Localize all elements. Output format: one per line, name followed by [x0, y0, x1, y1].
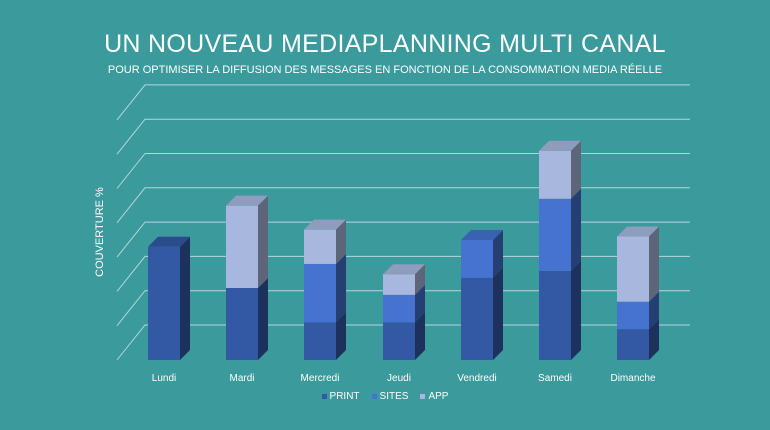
bar-side-sites: [571, 188, 581, 271]
gridline: [116, 255, 690, 292]
gridline: [116, 84, 690, 121]
legend-item-app: APP: [420, 391, 448, 402]
gridline: [116, 118, 690, 155]
bar-sites: [539, 198, 571, 271]
y-axis-label: COUVERTURE %: [94, 187, 106, 277]
bar-app: [539, 150, 571, 199]
bar-side-app: [649, 226, 659, 302]
x-tick-label: Samedi: [538, 373, 572, 384]
bar-side-sites: [493, 229, 503, 278]
gridline: [116, 153, 690, 189]
x-tick-label: Dimanche: [610, 373, 655, 384]
bar-top-face: [539, 140, 581, 151]
legend-swatch-sites: [371, 394, 377, 399]
bar-print: [383, 322, 415, 360]
x-tick-label: Vendredi: [457, 373, 496, 384]
bar-side-sites: [415, 284, 425, 323]
bar-print: [226, 287, 258, 360]
bar-side-app: [415, 264, 425, 295]
x-tick-label: Jeudi: [387, 373, 411, 384]
bar-print: [148, 246, 180, 360]
bar-side-app: [571, 140, 581, 199]
bar-app: [226, 205, 258, 288]
bar-side-print: [649, 319, 659, 360]
bar-side-app: [258, 195, 268, 288]
bar-side-print: [415, 312, 425, 360]
bar-side-print: [258, 277, 268, 360]
bar-top-face: [148, 236, 190, 247]
legend-item-print: PRINT: [321, 391, 360, 402]
bar-top-face: [304, 219, 346, 230]
bar-side-app: [336, 219, 346, 264]
legend: PRINT SITES APP: [0, 391, 770, 402]
bar-side-sites: [336, 253, 346, 323]
gridline: [116, 324, 690, 361]
legend-swatch-print: [321, 394, 327, 399]
gridline: [116, 221, 690, 258]
chart-title: UN NOUVEAU MEDIAPLANNING MULTI CANAL: [104, 30, 666, 58]
gridline: [116, 290, 690, 327]
bar-side-print: [336, 312, 346, 360]
chart-subtitle: POUR OPTIMISER LA DIFFUSION DES MESSAGES…: [107, 64, 663, 76]
bar-app: [617, 236, 649, 302]
gridline: [116, 187, 690, 224]
legend-label-print: PRINT: [329, 391, 360, 402]
bar-top-face: [461, 229, 503, 240]
bar-side-sites: [649, 291, 659, 330]
bar-print: [617, 329, 649, 360]
bar-side-print: [571, 260, 581, 360]
x-tick-label: Lundi: [152, 373, 176, 384]
x-tick-label: Mardi: [229, 373, 254, 384]
bar-top-face: [383, 264, 425, 275]
bar-sites: [383, 294, 415, 323]
legend-item-sites: SITES: [371, 391, 409, 402]
legend-swatch-app: [420, 394, 426, 399]
bar-side-print: [493, 267, 503, 360]
bar-print: [304, 322, 336, 360]
bar-side-print: [180, 236, 190, 360]
bar-sites: [461, 239, 493, 278]
legend-label-sites: SITES: [379, 391, 409, 402]
bar-print: [461, 277, 493, 360]
bar-app: [383, 274, 415, 295]
bar-top-face: [617, 226, 659, 237]
bar-print: [539, 270, 571, 360]
bar-top-face: [226, 195, 268, 206]
x-tick-label: Mercredi: [301, 373, 340, 384]
legend-label-app: APP: [428, 391, 449, 402]
bar-sites: [304, 263, 336, 323]
bar-sites: [617, 301, 649, 330]
bar-app: [304, 229, 336, 264]
